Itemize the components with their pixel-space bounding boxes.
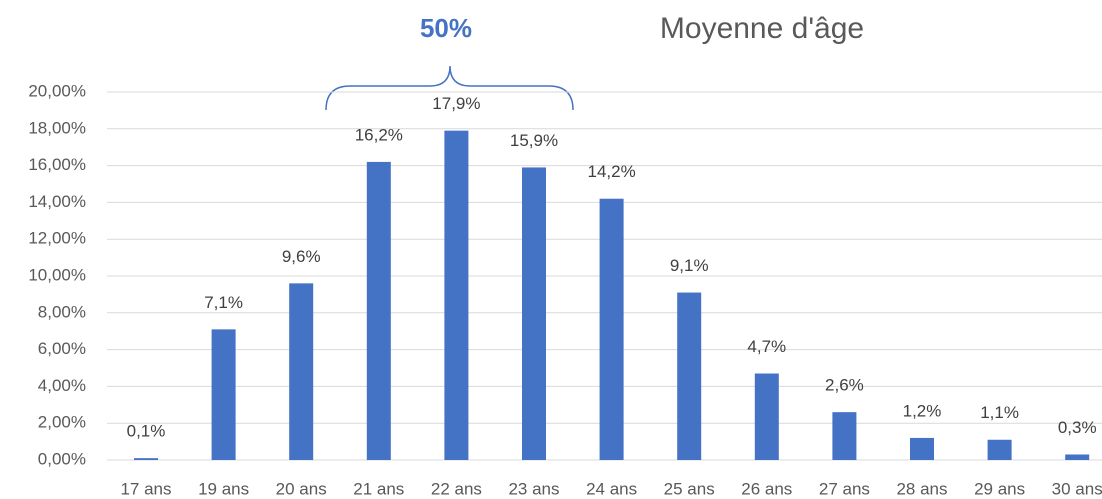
y-tick-label: 6,00% [38, 339, 86, 358]
bar [599, 198, 624, 460]
bar [677, 292, 702, 460]
data-label: 15,9% [510, 131, 558, 150]
data-label: 2,6% [825, 376, 864, 395]
bar [211, 329, 236, 460]
y-tick-label: 2,00% [38, 413, 86, 432]
x-tick-label: 24 ans [586, 479, 637, 498]
data-label: 14,2% [587, 162, 635, 181]
x-tick-label: 21 ans [353, 479, 404, 498]
bar [754, 373, 779, 460]
bar [910, 437, 934, 460]
x-tick-label: 26 ans [741, 479, 792, 498]
x-tick-label: 22 ans [431, 479, 482, 498]
bar [522, 167, 546, 460]
data-label: 7,1% [204, 293, 243, 312]
y-tick-label: 4,00% [38, 376, 86, 395]
bar [444, 130, 469, 460]
x-tick-label: 19 ans [198, 479, 249, 498]
data-label: 9,1% [670, 256, 709, 275]
annotation: 50% [420, 13, 472, 43]
y-tick-label: 12,00% [28, 229, 86, 248]
bar [366, 161, 391, 461]
x-tick-label: 29 ans [974, 479, 1025, 498]
x-tick-label: 30 ans [1052, 479, 1102, 498]
x-tick-label: 17 ans [120, 479, 171, 498]
chart-title: Moyenne d'âge [660, 12, 864, 45]
x-tick-label: 27 ans [819, 479, 870, 498]
brace [325, 65, 574, 111]
data-label: 0,1% [127, 422, 166, 441]
y-tick-label: 8,00% [38, 302, 86, 321]
y-tick-label: 0,00% [38, 449, 86, 468]
y-tick-label: 10,00% [28, 265, 86, 284]
data-label: 9,6% [282, 247, 321, 266]
bar [289, 283, 314, 460]
bar [1065, 454, 1090, 460]
y-tick-label: 20,00% [28, 81, 86, 100]
x-tick-label: 25 ans [664, 479, 715, 498]
data-label: 0,3% [1058, 418, 1097, 437]
bar [987, 439, 1012, 460]
data-label: 4,7% [747, 337, 786, 356]
y-tick-label: 16,00% [28, 155, 86, 174]
data-label: 1,2% [903, 401, 942, 420]
x-tick-label: 20 ans [276, 479, 327, 498]
data-label: 16,2% [355, 125, 403, 144]
data-label: 17,9% [432, 94, 480, 113]
bar [832, 412, 857, 460]
y-tick-label: 18,00% [28, 118, 86, 137]
x-tick-label: 23 ans [508, 479, 559, 498]
x-tick-label: 28 ans [896, 479, 947, 498]
y-tick-label: 14,00% [28, 192, 86, 211]
bar [134, 458, 158, 460]
data-label: 1,1% [980, 403, 1019, 422]
